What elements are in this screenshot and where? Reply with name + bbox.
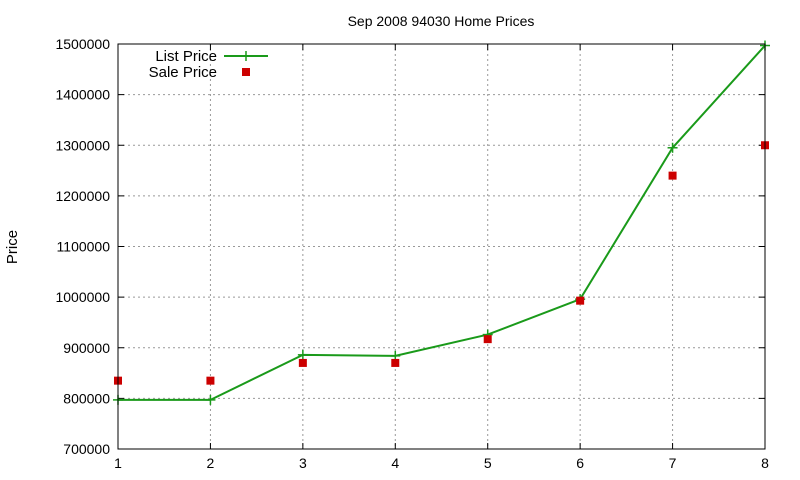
y-tick-label: 1200000 bbox=[55, 188, 110, 204]
data-point-plus bbox=[205, 394, 216, 405]
y-tick-label: 700000 bbox=[63, 441, 110, 457]
series-line bbox=[118, 44, 766, 401]
series-0 bbox=[113, 40, 770, 405]
y-tick-label: 1500000 bbox=[55, 36, 110, 52]
legend-label-list-price: List Price bbox=[155, 48, 217, 65]
axes: 700000 800000 900000 1000000 1100000 1200000 1… bbox=[55, 36, 769, 471]
y-tick-label: 1000000 bbox=[55, 289, 110, 305]
y-tick-label: 900000 bbox=[63, 340, 110, 356]
data-point-square bbox=[391, 358, 400, 367]
data-point-square bbox=[576, 296, 585, 305]
data-point-square bbox=[298, 358, 307, 367]
plot-series bbox=[113, 40, 770, 405]
x-tick-label: 1 bbox=[114, 455, 122, 471]
x-tick-label: 4 bbox=[391, 455, 399, 471]
x-tick-label: 5 bbox=[484, 455, 492, 471]
legend-marker-plus bbox=[241, 51, 251, 61]
legend-label-sale-price: Sale Price bbox=[149, 64, 217, 81]
legend-marker-square bbox=[242, 68, 250, 76]
data-point-square bbox=[668, 171, 677, 180]
data-point-square bbox=[483, 335, 492, 344]
plot-area-frame bbox=[117, 43, 766, 450]
data-point-plus bbox=[667, 142, 678, 153]
legend: List Price Sale Price bbox=[149, 48, 268, 81]
y-tick-label: 1100000 bbox=[57, 239, 111, 255]
y-axis-label: Price bbox=[4, 230, 21, 264]
grid bbox=[118, 44, 765, 449]
y-tick-label: 800000 bbox=[63, 390, 110, 406]
series-1 bbox=[114, 141, 769, 385]
x-tick-label: 2 bbox=[207, 455, 215, 471]
x-tick-label: 6 bbox=[576, 455, 584, 471]
y-tick-label: 1400000 bbox=[55, 87, 110, 103]
x-tick-label: 3 bbox=[299, 455, 307, 471]
y-tick-label: 1300000 bbox=[55, 137, 110, 153]
legend-sample-list-price bbox=[224, 51, 268, 61]
x-tick-label: 8 bbox=[761, 455, 769, 471]
data-point-plus bbox=[297, 349, 308, 360]
chart-title: Sep 2008 94030 Home Prices bbox=[348, 13, 535, 29]
x-tick-label: 7 bbox=[669, 455, 677, 471]
data-point-square bbox=[206, 376, 215, 385]
